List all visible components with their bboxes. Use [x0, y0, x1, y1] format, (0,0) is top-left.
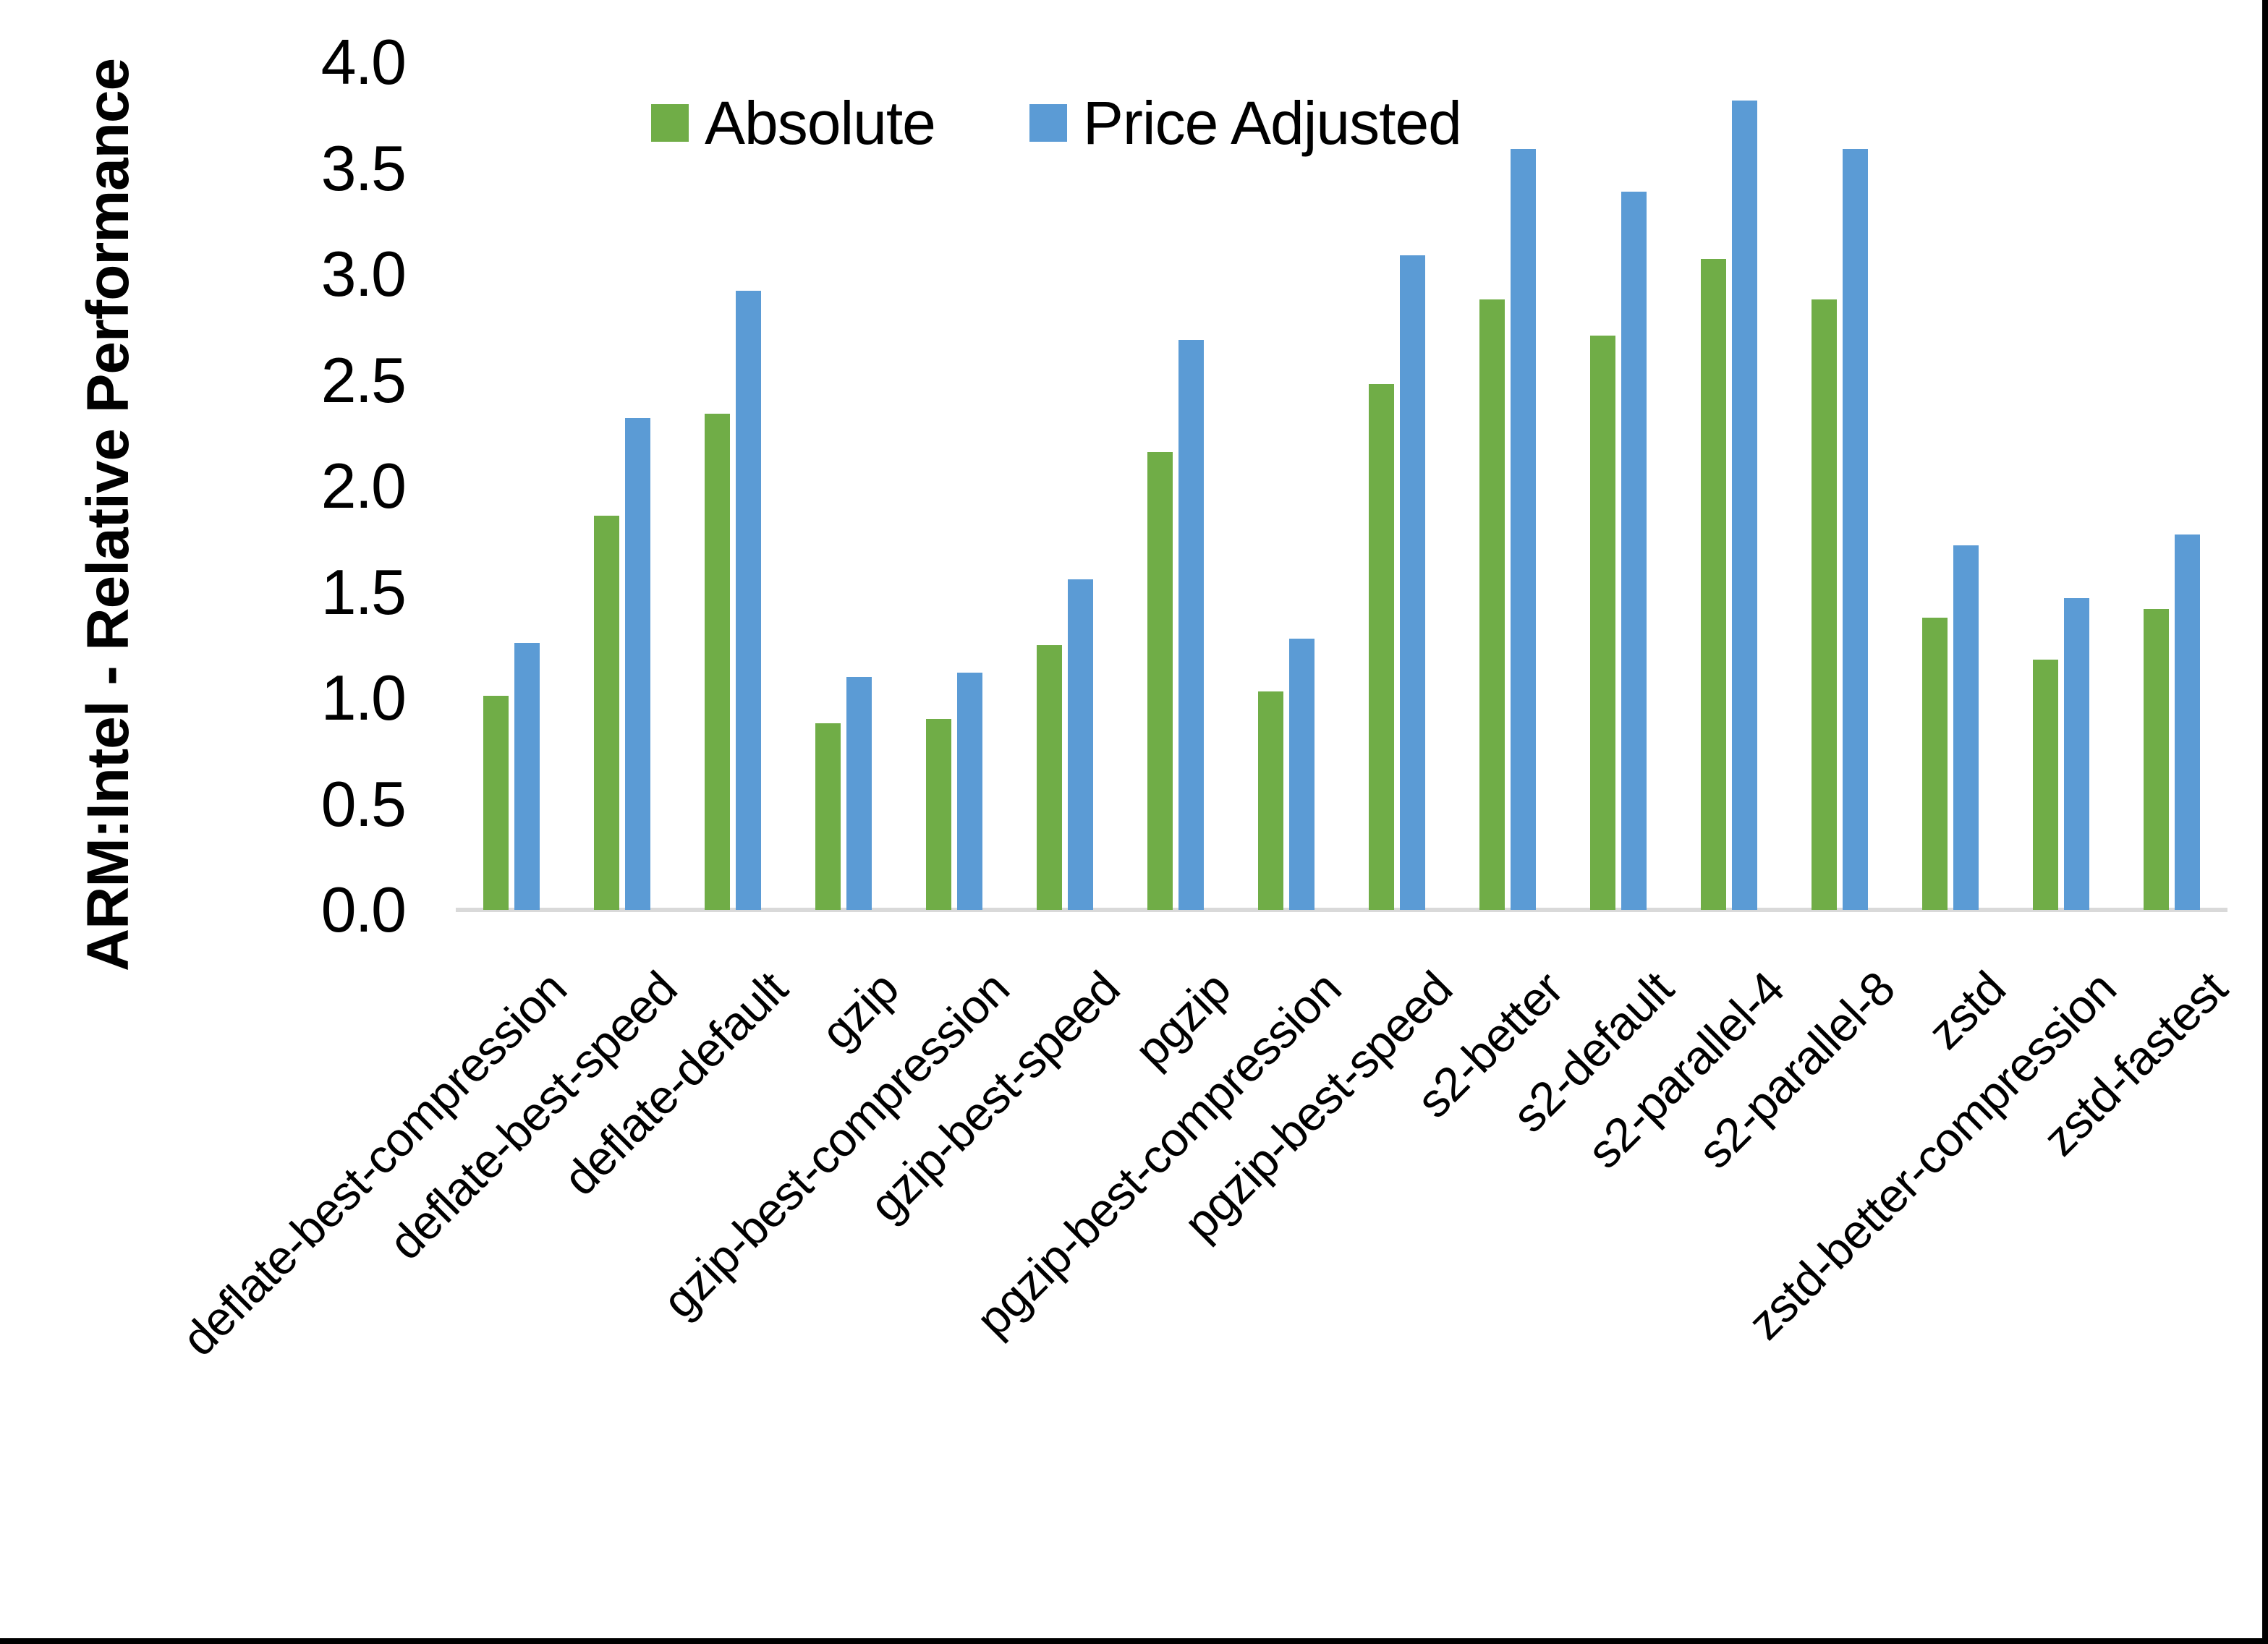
- bar-price-adjusted-pgzip-best-speed: [1400, 255, 1426, 910]
- bar-absolute-gzip-best-compression: [925, 719, 951, 910]
- bar-absolute-deflate-best-speed: [593, 516, 619, 910]
- bar-absolute-deflate-best-compression: [483, 696, 509, 910]
- legend: Absolute Price Adjusted: [651, 89, 1462, 157]
- window-edge-bottom: [0, 1638, 2268, 1644]
- y-tick-label: 0.5: [320, 767, 407, 840]
- bar-absolute-s2-parallel-8: [1812, 299, 1838, 910]
- legend-swatch-price-adjusted: [1029, 104, 1067, 142]
- bar-absolute-deflate-default: [704, 414, 730, 910]
- y-tick-label: 3.5: [320, 132, 407, 204]
- bar-absolute-s2-parallel-4: [1701, 259, 1727, 910]
- y-tick-label: 2.5: [320, 344, 407, 416]
- bar-price-adjusted-s2-parallel-8: [1843, 149, 1869, 910]
- bar-absolute-zstd-better-compression: [2033, 660, 2059, 910]
- y-tick-label: 3.0: [320, 238, 407, 310]
- legend-label-price-adjusted: Price Adjusted: [1082, 89, 1462, 157]
- legend-item-absolute: Absolute: [651, 89, 936, 157]
- bar-price-adjusted-deflate-best-compression: [514, 642, 540, 910]
- y-tick-label: 1.5: [320, 555, 407, 628]
- x-axis-label: zstd: [1917, 961, 2016, 1060]
- bar-price-adjusted-gzip-best-compression: [956, 672, 982, 910]
- bar-absolute-pgzip: [1147, 452, 1173, 910]
- bar-price-adjusted-deflate-default: [735, 291, 761, 910]
- bar-price-adjusted-gzip: [846, 676, 872, 910]
- bar-price-adjusted-zstd-better-compression: [2064, 598, 2090, 910]
- y-tick-label: 1.0: [320, 662, 407, 733]
- bar-price-adjusted-pgzip: [1178, 339, 1204, 910]
- bar-price-adjusted-pgzip-best-compression: [1288, 638, 1314, 910]
- bar-absolute-gzip: [815, 723, 841, 910]
- bar-price-adjusted-s2-better: [1511, 149, 1537, 910]
- legend-item-price-adjusted: Price Adjusted: [1029, 89, 1462, 157]
- bar-absolute-zstd-fastest: [2144, 608, 2170, 910]
- bar-price-adjusted-zstd-fastest: [2175, 534, 2201, 910]
- window-edge-right: [2262, 0, 2268, 1644]
- bar-absolute-zstd: [1922, 617, 1948, 910]
- bar-absolute-pgzip-best-speed: [1369, 384, 1395, 910]
- bar-absolute-pgzip-best-compression: [1257, 691, 1283, 910]
- y-tick-label: 2.0: [320, 450, 407, 521]
- bar-absolute-gzip-best-speed: [1036, 644, 1062, 910]
- bar-price-adjusted-gzip-best-speed: [1067, 579, 1093, 910]
- legend-swatch-absolute: [651, 104, 689, 142]
- bar-price-adjusted-zstd: [1953, 545, 1979, 910]
- legend-label-absolute: Absolute: [705, 89, 936, 157]
- y-tick-label: 0.0: [320, 874, 407, 945]
- bar-absolute-s2-default: [1590, 335, 1616, 910]
- y-axis-title: ARM:Intel - Relative Performance: [75, 58, 141, 972]
- bar-price-adjusted-s2-parallel-4: [1732, 100, 1758, 910]
- x-axis-line: [456, 908, 2227, 912]
- y-tick-label: 4.0: [320, 26, 407, 98]
- bar-price-adjusted-deflate-best-speed: [624, 418, 650, 910]
- x-axis-label: gzip: [810, 961, 909, 1060]
- bar-price-adjusted-s2-default: [1621, 191, 1647, 910]
- bar-absolute-s2-better: [1479, 299, 1505, 910]
